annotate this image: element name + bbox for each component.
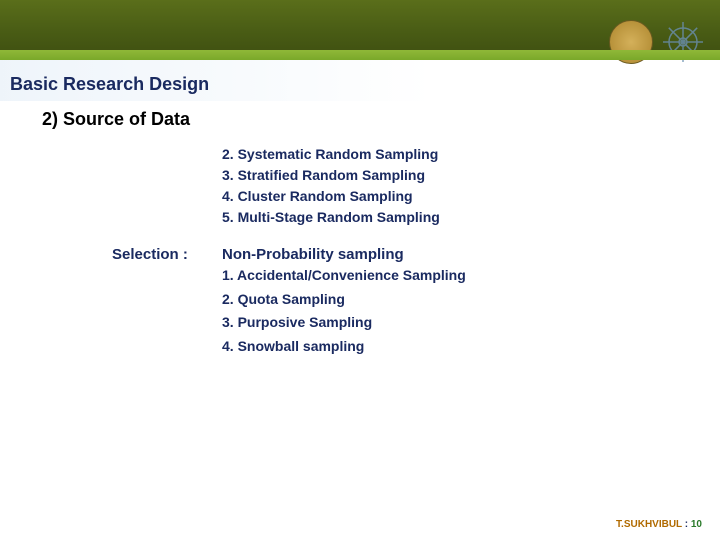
wheel-icon [661, 20, 705, 64]
random-sampling-list: 2. Systematic Random Sampling 3. Stratif… [222, 144, 700, 228]
list-item: 3. Purposive Sampling [222, 312, 700, 334]
footer: T.SUKHVIBUL : 10 [616, 519, 702, 530]
selection-body: Non-Probability sampling 1. Accidental/C… [222, 246, 700, 358]
slide-title: Basic Research Design [0, 60, 720, 101]
list-item: 3. Stratified Random Sampling [222, 165, 700, 186]
list-item: 4. Cluster Random Sampling [222, 186, 700, 207]
footer-separator: : [682, 519, 691, 530]
list-item: 2. Systematic Random Sampling [222, 144, 700, 165]
footer-author: T.SUKHVIBUL [616, 519, 682, 530]
list-item: 1. Accidental/Convenience Sampling [222, 265, 700, 287]
list-item: 4. Snowball sampling [222, 336, 700, 358]
footer-page-number: 10 [691, 519, 702, 530]
list-item: 5. Multi-Stage Random Sampling [222, 207, 700, 228]
content-area: 2. Systematic Random Sampling 3. Stratif… [0, 134, 720, 358]
selection-heading: Non-Probability sampling [222, 246, 700, 263]
section-subheading: 2) Source of Data [0, 101, 720, 134]
seal-icon [609, 20, 653, 64]
corner-icons [609, 20, 705, 64]
list-item: 2. Quota Sampling [222, 289, 700, 311]
header-banner [0, 0, 720, 60]
selection-block: Selection : Non-Probability sampling 1. … [42, 246, 700, 358]
selection-label: Selection : [42, 246, 222, 263]
